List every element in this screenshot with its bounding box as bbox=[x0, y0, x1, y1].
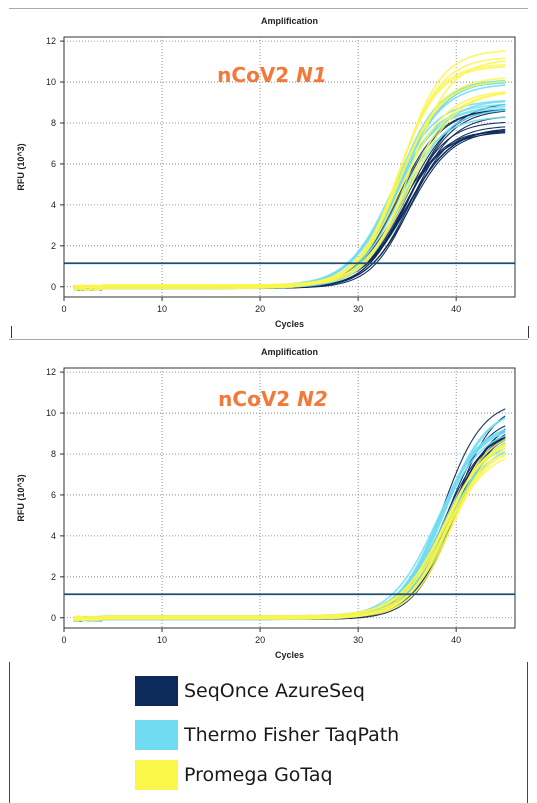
separator-tick-right bbox=[528, 326, 529, 338]
chart-svg-n1: Amplification 0 10 20 30 40 0 2 4 6 8 10 12 Cycles RFU… bbox=[9, 7, 528, 329]
x-tick-label: 30 bbox=[353, 635, 363, 645]
legend: SeqOnce AzureSeq Thermo Fisher TaqPath P… bbox=[0, 662, 537, 803]
legend-item-gotaq: Promega GoTaq bbox=[135, 760, 333, 790]
y-tick-label: 12 bbox=[46, 36, 56, 46]
amplification-curves bbox=[73, 408, 506, 623]
annotation-prefix: nCoV2 bbox=[218, 387, 297, 411]
x-tick-label: 30 bbox=[353, 304, 363, 314]
x-tick-label: 20 bbox=[255, 635, 265, 645]
x-axis-label: Cycles bbox=[275, 650, 304, 660]
amplification-curves bbox=[73, 50, 506, 292]
y-tick-label: 6 bbox=[51, 159, 56, 169]
amplification-chart-n1: Amplification 0 10 20 30 40 0 2 4 6 8 10 12 Cycles RFU… bbox=[0, 7, 537, 330]
amplification-chart-n2: Amplification 0 10 20 30 40 0 2 4 6 8 10 12 Cycles RFU… bbox=[0, 338, 537, 661]
chart-title: Amplification bbox=[261, 16, 318, 26]
legend-swatch-azureseq bbox=[135, 676, 178, 706]
legend-label-azureseq: SeqOnce AzureSeq bbox=[184, 680, 365, 702]
y-axis-label: RFU (10^3) bbox=[16, 143, 26, 190]
y-tick-label: 2 bbox=[51, 572, 56, 582]
y-tick-label: 8 bbox=[51, 449, 56, 459]
gene-target-annotation: nCoV2 N2 bbox=[218, 387, 328, 411]
legend-label-gotaq: Promega GoTaq bbox=[184, 764, 333, 786]
chart-title: Amplification bbox=[261, 347, 318, 357]
legend-rule-right bbox=[527, 662, 528, 803]
y-tick-label: 2 bbox=[51, 241, 56, 251]
y-tick-label: 10 bbox=[46, 408, 56, 418]
curve-gotaq bbox=[73, 444, 506, 622]
x-tick-label: 0 bbox=[61, 635, 66, 645]
curve-gotaq bbox=[73, 453, 506, 620]
legend-item-azureseq: SeqOnce AzureSeq bbox=[135, 676, 365, 706]
y-tick-label: 8 bbox=[51, 118, 56, 128]
series-gotaq bbox=[73, 50, 506, 291]
gene-target-annotation: nCoV2 N1 bbox=[217, 63, 327, 87]
curve-gotaq bbox=[73, 91, 506, 291]
legend-rule-left bbox=[9, 662, 10, 803]
x-tick-label: 10 bbox=[157, 635, 167, 645]
y-tick-label: 0 bbox=[51, 613, 56, 623]
x-axis-label: Cycles bbox=[275, 319, 304, 329]
x-tick-label: 40 bbox=[451, 304, 461, 314]
x-tick-label: 20 bbox=[255, 304, 265, 314]
plot-area bbox=[63, 367, 516, 629]
legend-swatch-gotaq bbox=[135, 760, 178, 790]
legend-item-taqpath: Thermo Fisher TaqPath bbox=[135, 720, 399, 750]
y-tick-label: 0 bbox=[51, 282, 56, 292]
annotation-prefix: nCoV2 bbox=[217, 63, 296, 87]
chart-svg-n2: Amplification 0 10 20 30 40 0 2 4 6 8 10 12 Cycles RFU… bbox=[9, 338, 528, 660]
legend-label-taqpath: Thermo Fisher TaqPath bbox=[184, 724, 400, 746]
curve-gotaq bbox=[73, 64, 506, 288]
y-tick-label: 12 bbox=[46, 367, 56, 377]
separator-tick-left bbox=[11, 326, 12, 338]
legend-swatch-taqpath bbox=[135, 720, 178, 750]
x-tick-label: 40 bbox=[451, 635, 461, 645]
series-gotaq bbox=[73, 438, 506, 622]
y-tick-label: 4 bbox=[51, 200, 56, 210]
annotation-target: N1 bbox=[296, 63, 327, 87]
y-tick-label: 4 bbox=[51, 531, 56, 541]
annotation-target: N2 bbox=[297, 387, 328, 411]
y-axis-label: RFU (10^3) bbox=[16, 474, 26, 521]
x-tick-label: 0 bbox=[61, 304, 66, 314]
y-tick-label: 6 bbox=[51, 490, 56, 500]
y-tick-label: 10 bbox=[46, 77, 56, 87]
x-tick-label: 10 bbox=[157, 304, 167, 314]
